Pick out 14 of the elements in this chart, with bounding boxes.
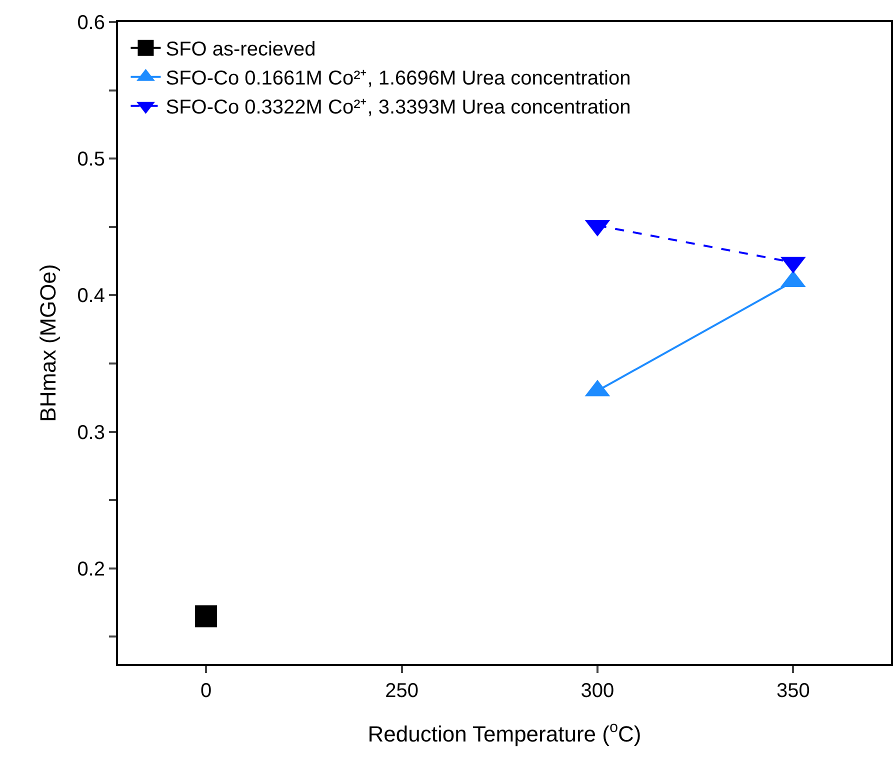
x-tick-label: 250 [385,680,418,702]
y-axis-title: BHmax (MGOe) [35,264,60,422]
y-tick-label: 0.3 [77,422,105,444]
y-tick-label: 0.2 [77,558,105,580]
x-tick-label: 0 [200,680,212,702]
y-tick-label: 0.6 [77,12,105,34]
legend-label: SFO-Co 0.3322M Co²⁺, 3.3393M Urea concentration [166,96,631,119]
x-tick-label: 300 [580,680,614,702]
y-tick-label: 0.4 [77,285,105,308]
x-tick-label: 350 [776,680,810,702]
x-axis-title: Reduction Temperature ($^{o}$C) [368,719,642,746]
legend-label: SFO-Co 0.1661M Co²⁺, 1.6696M Urea concentration [166,68,631,90]
y-tick-label: 0.5 [77,148,105,171]
legend-label: SFO as-recieved [166,38,316,61]
